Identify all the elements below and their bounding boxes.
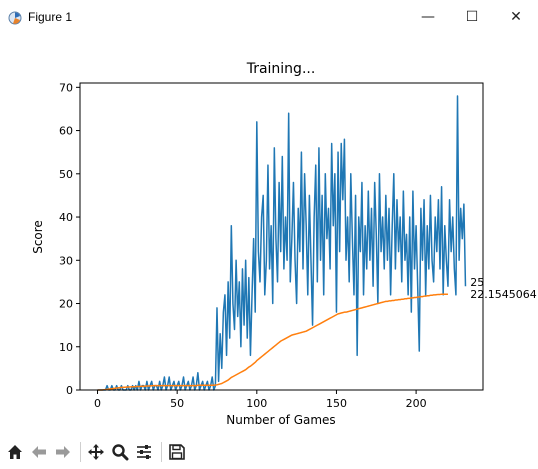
- chart-title: Training...: [246, 61, 316, 77]
- minimize-button[interactable]: —: [421, 9, 435, 25]
- plot-frame: [79, 82, 484, 391]
- y-tick-label: 0: [66, 384, 73, 397]
- window-controls: — ☐ ✕: [406, 0, 538, 34]
- close-button[interactable]: ✕: [510, 9, 522, 25]
- y-tick-label: 60: [59, 125, 73, 138]
- x-tick-label: 150: [326, 397, 347, 410]
- y-tick-label: 20: [59, 298, 73, 311]
- y-tick-label: 50: [59, 168, 73, 181]
- x-axis-label: Number of Games: [226, 413, 335, 427]
- zoom-magnifier-icon: [112, 443, 129, 460]
- toolbar-separator: [161, 441, 162, 462]
- x-tick-label: 0: [94, 397, 101, 410]
- pan-arrows-icon: [88, 443, 104, 460]
- zoom-button[interactable]: [109, 441, 131, 463]
- window-title: Figure 1: [28, 10, 73, 24]
- pan-button[interactable]: [85, 441, 107, 463]
- y-tick-label: 10: [59, 341, 73, 354]
- subplots-sliders-icon: [137, 444, 151, 459]
- series-line-mean_scores: [97, 293, 448, 391]
- subplots-button[interactable]: [133, 441, 155, 463]
- matplotlib-app-icon: [8, 10, 22, 25]
- save-button[interactable]: [166, 441, 188, 463]
- home-button[interactable]: [4, 441, 26, 463]
- home-icon: [8, 444, 22, 459]
- back-arrow-icon: [32, 445, 46, 458]
- toolbar-separator: [80, 441, 81, 462]
- x-tick-label: 100: [246, 397, 267, 410]
- y-tick-label: 40: [59, 211, 73, 224]
- chart-svg: Training... 0 50 100 150 200 0 10 20 30 40 50 60 70…: [31, 61, 537, 427]
- forward-arrow-icon: [56, 445, 70, 458]
- data-annotation-label: 25: [470, 276, 484, 289]
- y-axis-label: Score: [31, 220, 45, 254]
- window-titlebar: Figure 1 — ☐ ✕: [0, 0, 538, 34]
- navigation-toolbar: [0, 434, 538, 469]
- series-line-scores: [97, 95, 467, 391]
- y-tick-label: 70: [59, 81, 73, 94]
- data-annotation-label: 22.1545064: [470, 288, 536, 301]
- forward-button[interactable]: [52, 441, 74, 463]
- maximize-button[interactable]: ☐: [465, 9, 479, 25]
- x-tick-label: 50: [170, 397, 184, 410]
- figure-canvas[interactable]: Training... 0 50 100 150 200 0 10 20 30 40 50 60 70…: [0, 34, 538, 432]
- save-floppy-icon: [169, 443, 185, 460]
- y-tick-label: 30: [59, 254, 73, 267]
- back-button[interactable]: [28, 441, 50, 463]
- x-tick-label: 200: [406, 397, 427, 410]
